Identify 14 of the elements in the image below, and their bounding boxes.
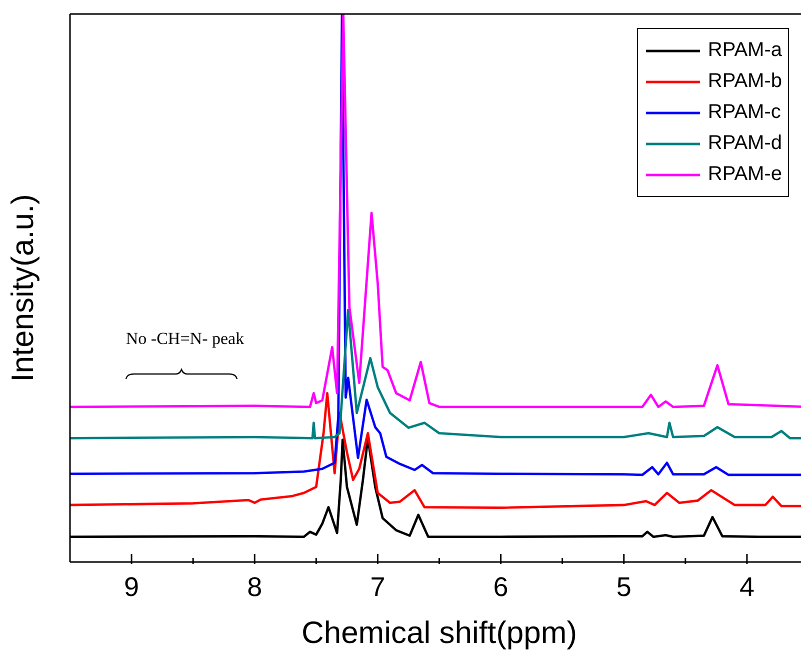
x-axis-title: Chemical shift(ppm) [301, 615, 578, 650]
legend-label: RPAM-b [708, 70, 782, 93]
annotation: No -CH=N- peak [124, 329, 246, 349]
x-tick-label: 9 [124, 572, 140, 602]
x-tick-label: 6 [493, 572, 508, 602]
legend-label: RPAM-d [708, 132, 782, 155]
y-axis-title: Intensity(a.u.) [5, 194, 40, 382]
x-tick-label: 4 [739, 572, 754, 602]
x-tick-label: 8 [247, 572, 262, 602]
legend-label: RPAM-e [708, 163, 782, 186]
legend-label: RPAM-c [708, 101, 781, 124]
legend-label: RPAM-a [708, 39, 782, 62]
x-tick-label: 7 [370, 572, 386, 602]
x-tick-label: 5 [616, 572, 632, 602]
